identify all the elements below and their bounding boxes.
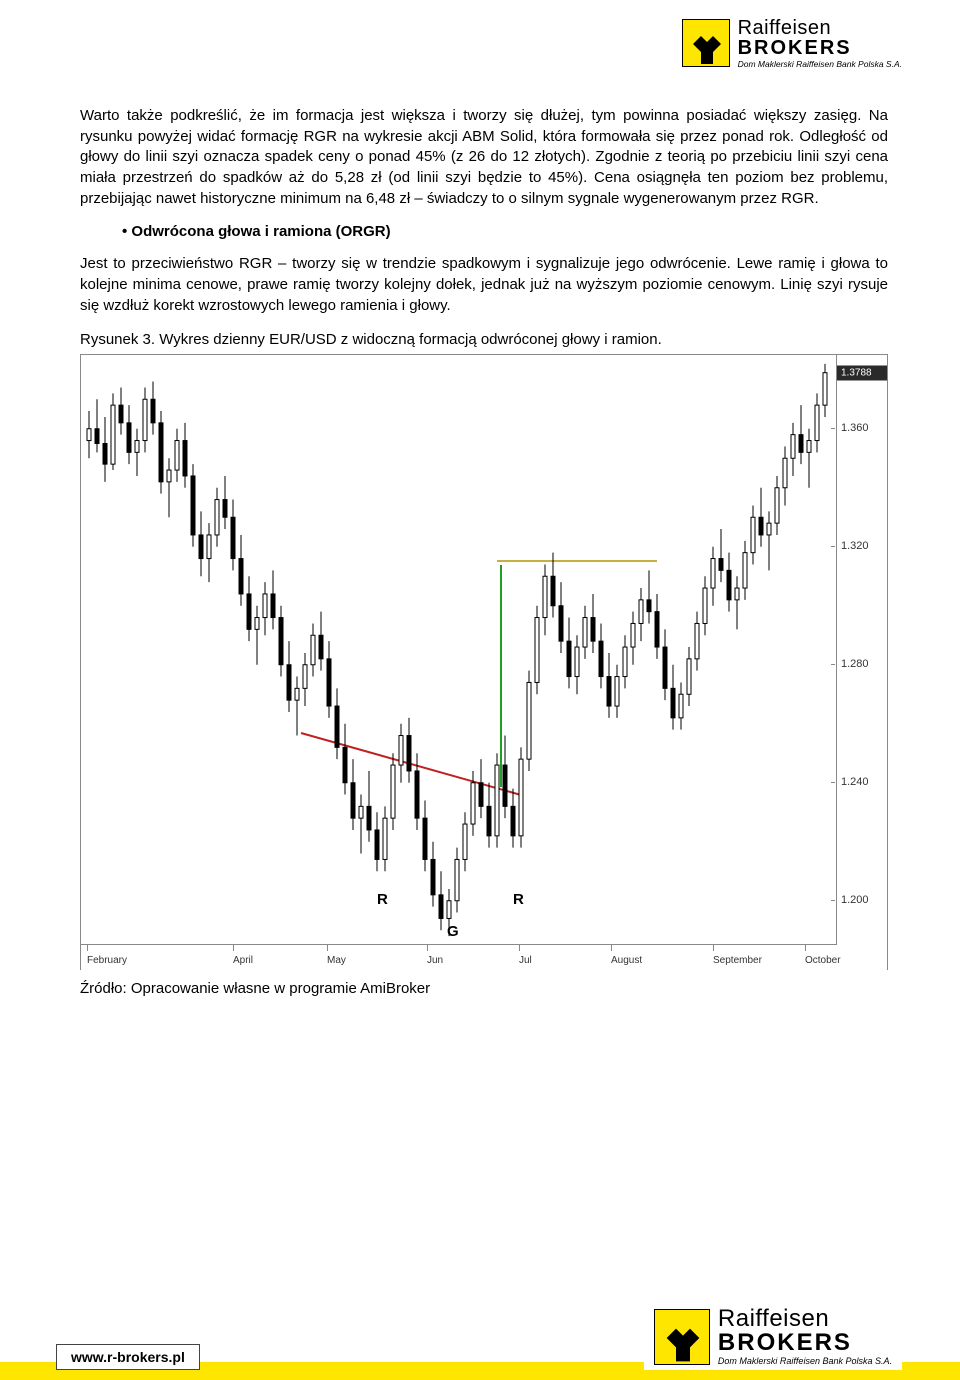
- raiffeisen-logo-icon: [682, 19, 730, 67]
- xtick-label: October: [805, 955, 841, 966]
- brand-text: Raiffeisen BROKERS Dom Maklerski Raiffei…: [718, 1307, 892, 1366]
- chart-annotation: R: [377, 891, 388, 908]
- ytick-label: 1.360: [835, 422, 887, 434]
- ytick-label: 1.320: [835, 540, 887, 552]
- brand-text: Raiffeisen BROKERS Dom Maklerski Raiffei…: [738, 18, 902, 69]
- brand-sub: BROKERS: [718, 1331, 892, 1355]
- chart-annotation: G: [447, 923, 459, 940]
- xtick-label: Jun: [427, 955, 443, 966]
- price-last-badge: 1.3788: [837, 365, 887, 380]
- ytick-label: 1.200: [835, 894, 887, 906]
- brand-main: Raiffeisen: [718, 1307, 892, 1331]
- chart-xaxis: FebruaryAprilMayJunJulAugustSeptemberOct…: [81, 944, 837, 970]
- brand-tag: Dom Maklerski Raiffeisen Bank Polska S.A…: [738, 60, 902, 69]
- xtick-label: April: [233, 955, 253, 966]
- xtick-label: February: [87, 955, 127, 966]
- xtick-label: September: [713, 955, 762, 966]
- paragraph-2: Jest to przeciwieństwo RGR – tworzy się …: [80, 254, 888, 316]
- xtick-label: August: [611, 955, 642, 966]
- header-brand: Raiffeisen BROKERS Dom Maklerski Raiffei…: [682, 18, 902, 69]
- chart-container: 1.200 1.240 1.280 1.320 1.360 1.3788 February…: [80, 354, 888, 970]
- bullet-orgr: Odwrócona głowa i ramiona (ORGR): [122, 223, 888, 240]
- figure-source: Źródło: Opracowanie własne w programie A…: [80, 980, 888, 997]
- ytick-label: 1.240: [835, 776, 887, 788]
- ytick-label: 1.280: [835, 658, 887, 670]
- paragraph-1: Warto także podkreślić, że im formacja j…: [80, 106, 888, 209]
- figure-caption: Rysunek 3. Wykres dzienny EUR/USD z wido…: [80, 331, 888, 348]
- footer-url: www.r-brokers.pl: [56, 1344, 200, 1370]
- xtick-label: May: [327, 955, 346, 966]
- raiffeisen-logo-icon: [654, 1309, 710, 1365]
- footer-brand: Raiffeisen BROKERS Dom Maklerski Raiffei…: [644, 1301, 902, 1370]
- chart-plot-area: [81, 355, 837, 945]
- brand-sub: BROKERS: [738, 38, 902, 58]
- page-footer: www.r-brokers.pl Raiffeisen BROKERS Dom …: [0, 1288, 960, 1380]
- brand-tag: Dom Maklerski Raiffeisen Bank Polska S.A…: [718, 1357, 892, 1366]
- xtick-label: Jul: [519, 955, 532, 966]
- chart-annotation: R: [513, 891, 524, 908]
- page-content: Warto także podkreślić, że im formacja j…: [80, 106, 888, 997]
- brand-main: Raiffeisen: [738, 18, 902, 38]
- candlestick-chart: [81, 355, 837, 945]
